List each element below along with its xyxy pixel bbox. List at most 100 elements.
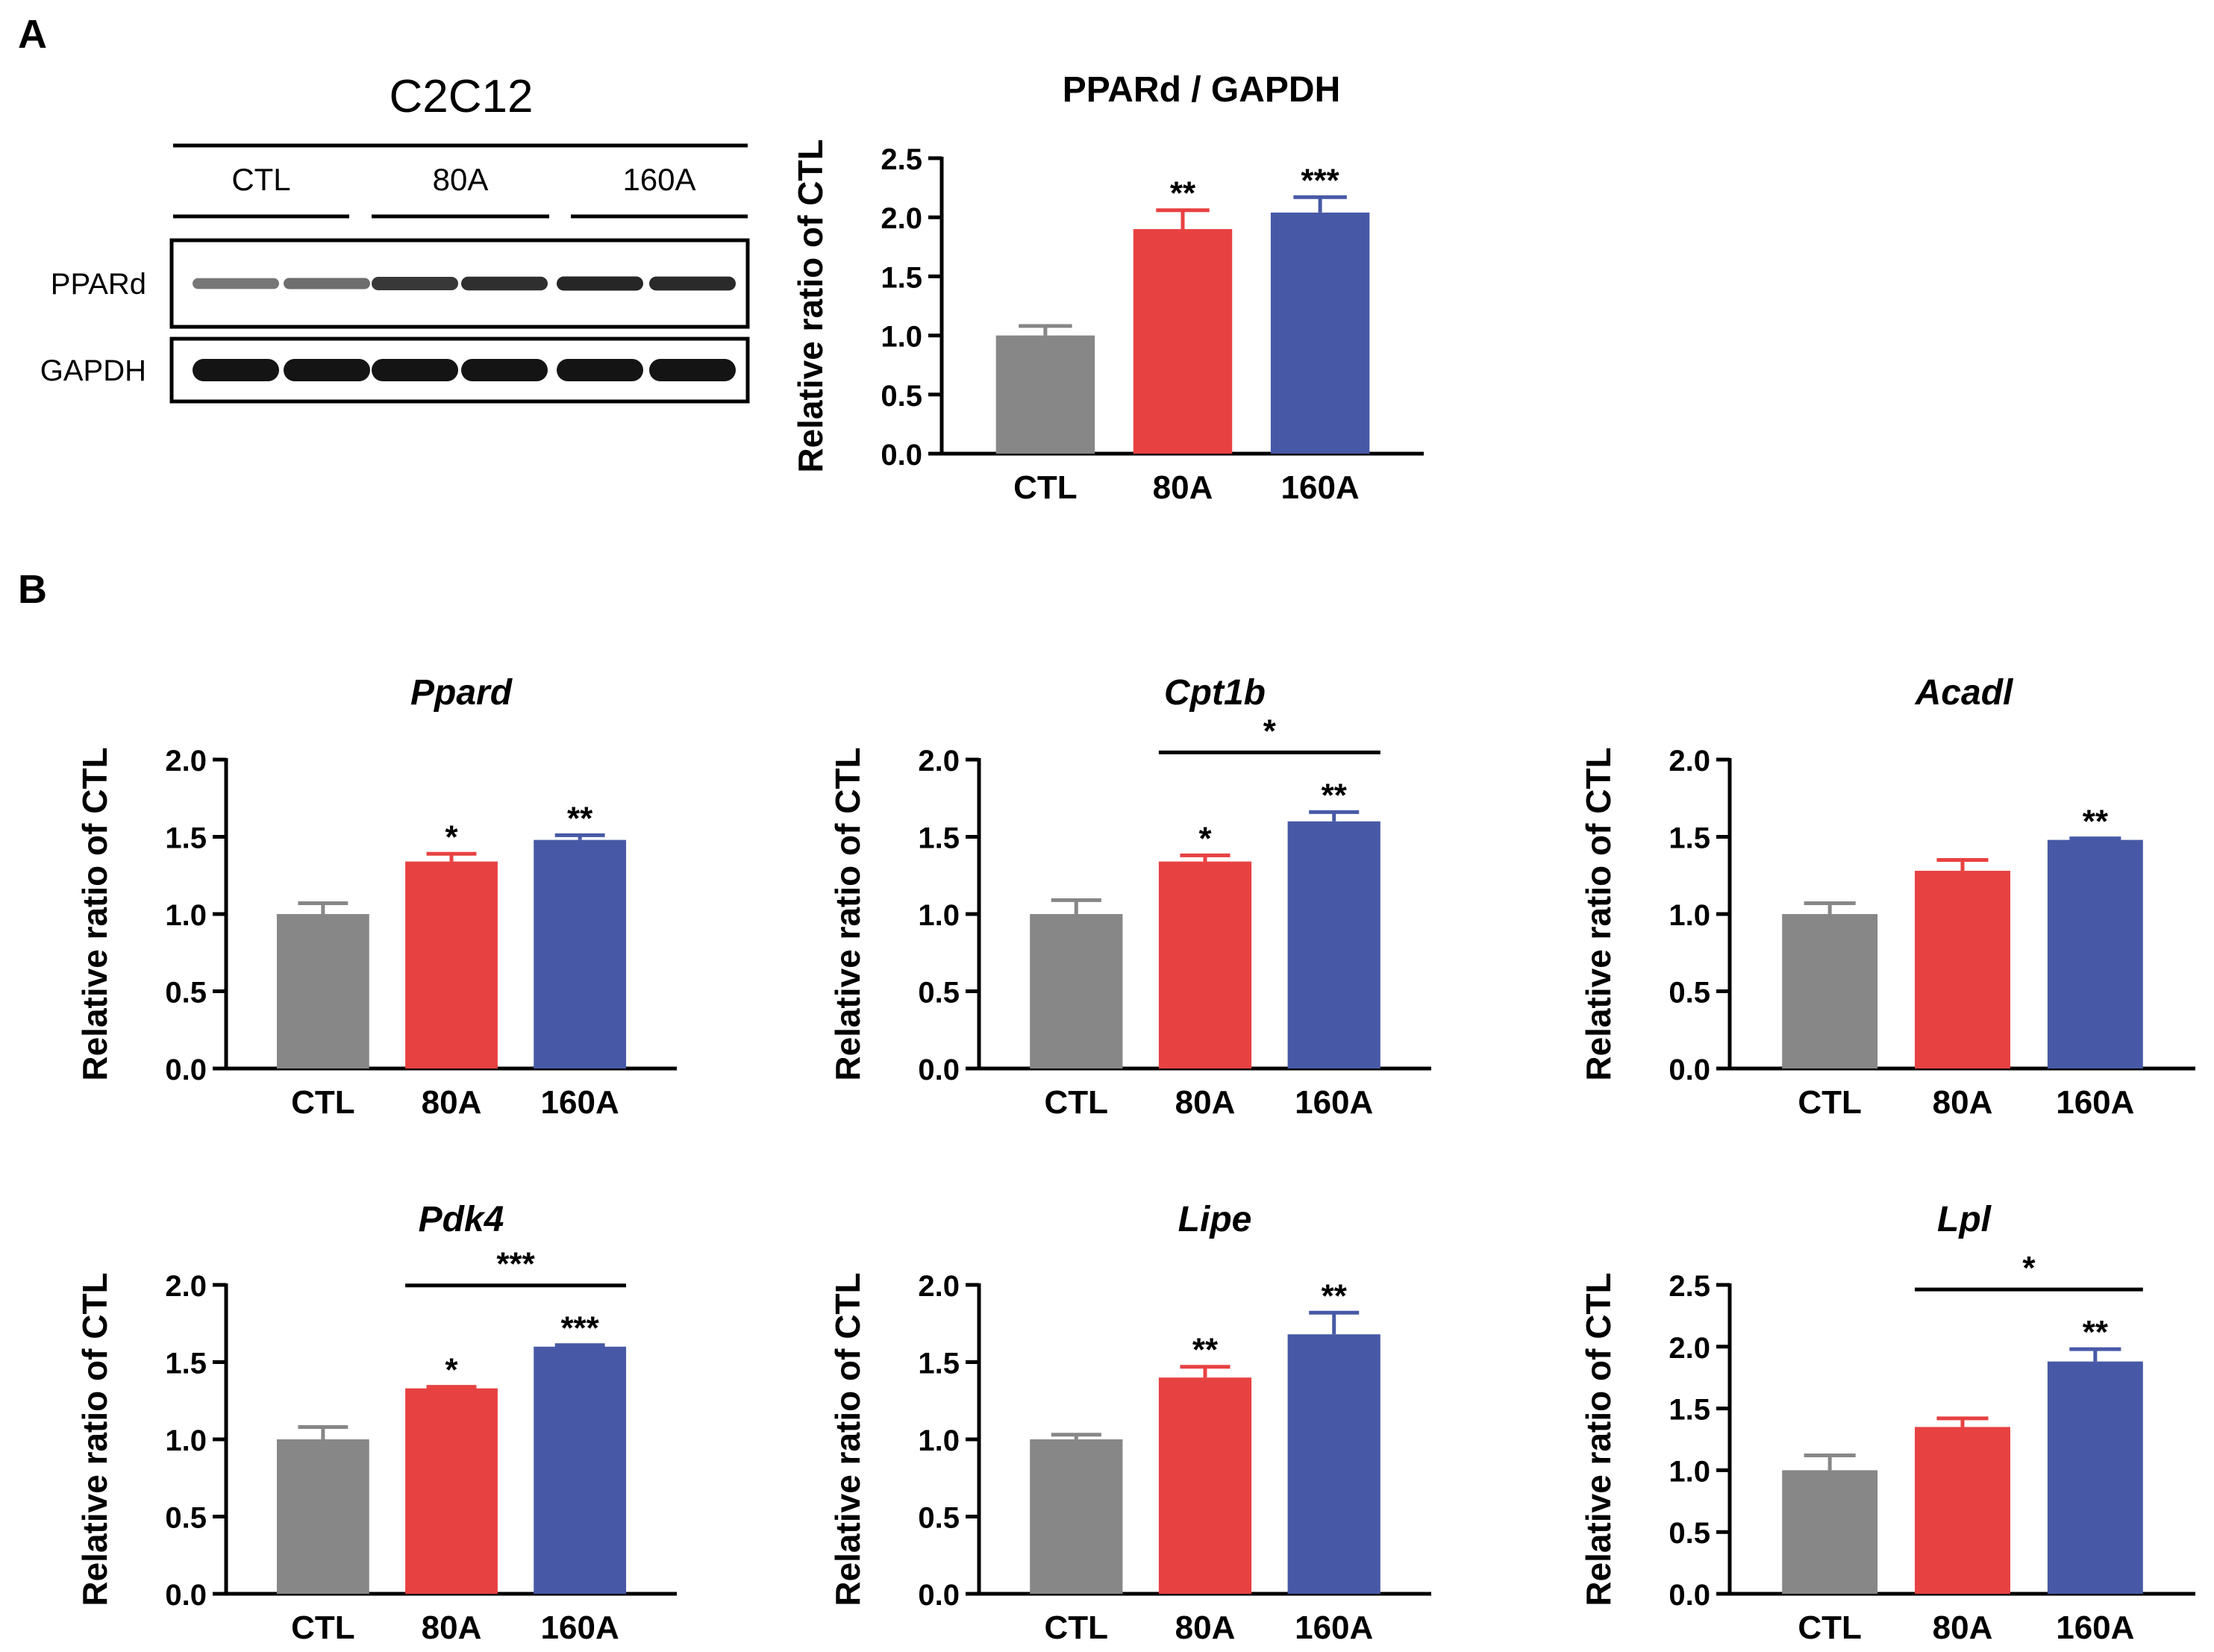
y-tick-label: 1.0: [1669, 899, 1710, 932]
bar-80A: [405, 1388, 498, 1594]
chart-title: Lpl: [1937, 1200, 1992, 1239]
x-tick-label: 160A: [541, 1609, 619, 1646]
y-axis-label: Relative ratio of CTL: [1579, 747, 1618, 1080]
y-tick-label: 1.5: [165, 822, 207, 855]
y-tick-label: 0.0: [881, 439, 922, 472]
blot-row-label: GAPDH: [40, 354, 146, 387]
x-tick-label: 80A: [1153, 469, 1213, 506]
y-tick-label: 2.0: [1669, 1332, 1710, 1365]
y-tick-label: 0.5: [881, 380, 922, 413]
chart-title: Acadl: [1915, 673, 2014, 713]
y-tick-label: 2.0: [165, 745, 207, 777]
blot-row-label: PPARd: [51, 268, 146, 301]
bar-CTL: [1782, 1470, 1878, 1594]
bar-160A: [1287, 821, 1380, 1069]
chart-cpt1b: Cpt1b Relative ratio of CTL 0.0 0.5 1.0 1.5 2.…: [828, 673, 1431, 1121]
x-tick-label: 80A: [1933, 1609, 1993, 1646]
significance-marker: **: [1192, 1332, 1219, 1368]
x-tick-label: CTL: [1045, 1084, 1109, 1121]
bar-80A: [1158, 861, 1252, 1069]
x-tick-label: CTL: [1013, 469, 1078, 506]
blot-group-label: 160A: [622, 162, 695, 197]
y-tick-label: 0.5: [918, 977, 960, 1010]
y-tick-label: 2.5: [881, 143, 922, 176]
x-tick-label: 160A: [1295, 1084, 1373, 1121]
significance-marker: **: [1322, 1277, 1348, 1314]
chart-lipe: Lipe Relative ratio of CTL 0.0 0.5 1.0 1.5 2.0…: [828, 1200, 1431, 1646]
chart-pdk4: Pdk4 Relative ratio of CTL 0.0 0.5 1.0 1.5 2.0…: [75, 1200, 677, 1646]
bracket-significance: *: [2022, 1250, 2036, 1286]
blot-cell-line: C2C12: [390, 71, 534, 122]
bar-80A: [1133, 229, 1233, 454]
y-tick-label: 1.5: [918, 822, 960, 855]
y-tick-label: 2.0: [918, 745, 960, 777]
bar-CTL: [276, 914, 369, 1069]
y-tick-label: 1.0: [918, 1424, 960, 1457]
x-tick-label: 160A: [541, 1084, 619, 1121]
bar-80A: [405, 861, 498, 1069]
bar-160A: [2047, 1361, 2143, 1594]
blot-band: [557, 276, 643, 291]
y-axis-label: Relative ratio of CTL: [828, 1272, 867, 1606]
significance-marker: **: [1170, 175, 1196, 212]
y-tick-label: 1.5: [165, 1348, 207, 1380]
chart-ppard: Ppard Relative ratio of CTL 0.0 0.5 1.0 1.5 2.…: [75, 673, 677, 1121]
blot-band: [193, 359, 279, 381]
western-blot: C2C12 CTL 80A 160A PPARd GAPDH: [40, 71, 750, 404]
y-tick-label: 0.0: [165, 1054, 207, 1086]
y-tick-label: 2.0: [1669, 745, 1710, 777]
y-tick-label: 2.5: [1669, 1270, 1710, 1303]
chart-lpl: Lpl Relative ratio of CTL 0.0 0.5 1.0 1.5 2.0 2…: [1579, 1200, 2195, 1646]
x-tick-label: 160A: [1281, 469, 1360, 506]
y-axis-label: Relative ratio of CTL: [791, 139, 830, 472]
chart-pparD-gapdh: PPARd / GAPDH Relative ratio of CTL 0.0 0.5…: [791, 70, 1424, 506]
blot-band: [649, 359, 736, 381]
significance-marker: **: [1322, 777, 1348, 813]
bar-80A: [1915, 871, 2010, 1069]
x-tick-label: 80A: [1933, 1084, 1993, 1121]
significance-marker: ***: [560, 1310, 599, 1347]
panel-label-b: B: [18, 567, 47, 612]
x-tick-label: 160A: [2056, 1084, 2134, 1121]
y-tick-label: 1.5: [918, 1348, 960, 1380]
y-axis-label: Relative ratio of CTL: [1579, 1272, 1618, 1606]
y-tick-label: 1.5: [1669, 822, 1710, 855]
bar-160A: [2047, 839, 2143, 1069]
blot-band: [193, 278, 279, 290]
bar-160A: [1287, 1334, 1380, 1594]
y-axis-label: Relative ratio of CTL: [75, 1272, 114, 1606]
blot-band: [372, 359, 458, 381]
blot-band: [557, 359, 643, 381]
chart-title: Pdk4: [419, 1200, 504, 1239]
x-tick-label: 160A: [2056, 1609, 2134, 1646]
chart-acadl: Acadl Relative ratio of CTL 0.0 0.5 1.0 1.5 2.…: [1579, 673, 2195, 1121]
chart-title: Lipe: [1178, 1200, 1252, 1239]
x-tick-label: 160A: [1295, 1609, 1373, 1646]
bar-charts: PPARd / GAPDH Relative ratio of CTL 0.0 0.5…: [75, 70, 2195, 1646]
chart-title: PPARd / GAPDH: [1063, 70, 1340, 110]
blot-band: [461, 276, 548, 291]
bar-160A: [534, 839, 627, 1069]
bar-160A: [534, 1346, 627, 1594]
y-tick-label: 2.0: [918, 1270, 960, 1303]
y-tick-label: 0.0: [918, 1579, 960, 1612]
significance-marker: *: [445, 819, 458, 855]
y-tick-label: 1.0: [881, 321, 922, 354]
bar-CTL: [276, 1439, 369, 1594]
x-tick-label: 80A: [1175, 1609, 1236, 1646]
significance-marker: *: [445, 1352, 458, 1389]
significance-marker: **: [567, 800, 593, 836]
y-tick-label: 1.0: [918, 899, 960, 932]
y-tick-label: 0.0: [165, 1579, 207, 1612]
y-tick-label: 0.5: [1669, 977, 1710, 1010]
blot-band: [284, 278, 370, 290]
y-tick-label: 0.5: [1669, 1517, 1710, 1550]
significance-marker: **: [2083, 1314, 2109, 1351]
x-tick-label: CTL: [1045, 1609, 1109, 1646]
blot-group-label: CTL: [231, 162, 290, 197]
x-tick-label: CTL: [291, 1084, 355, 1121]
bar-CTL: [1782, 914, 1878, 1069]
panel-label-a: A: [18, 12, 47, 57]
x-tick-label: CTL: [1798, 1609, 1862, 1646]
y-tick-label: 1.5: [881, 261, 922, 294]
